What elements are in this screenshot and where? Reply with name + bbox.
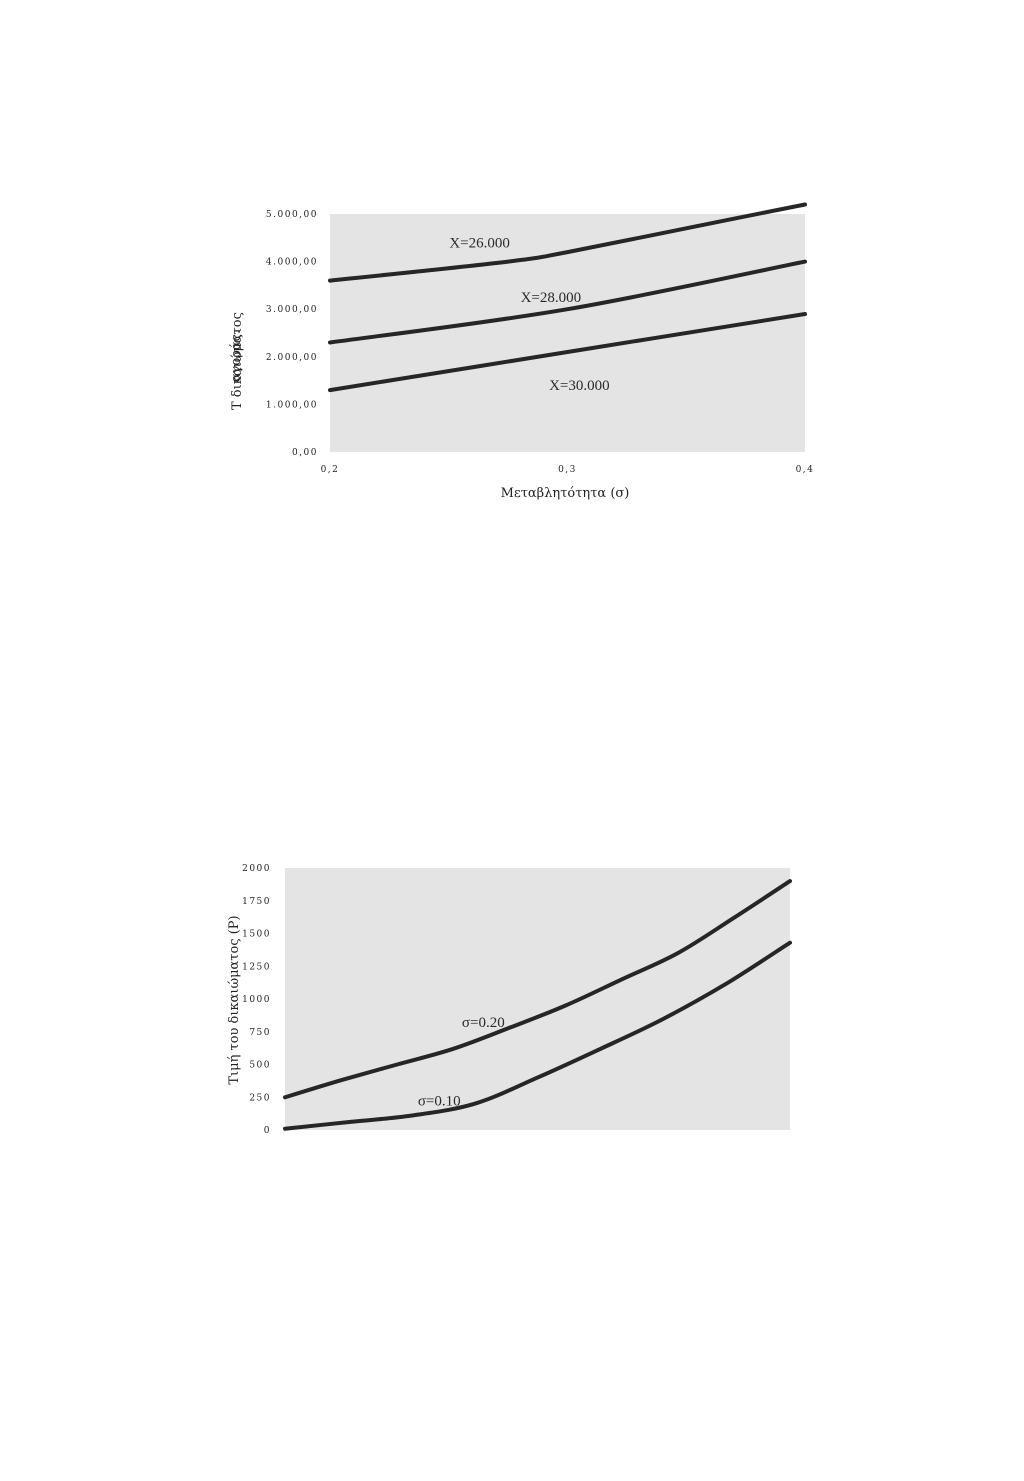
chart-2-series-line-2 <box>283 940 792 1131</box>
chart-2-plot-area <box>285 868 790 1130</box>
chart-2-series-label-2: σ=0.10 <box>418 1094 461 1110</box>
chart-1-y-axis-title-line2: αγοράς. <box>229 330 244 382</box>
chart-2-y-tick-label: 1250 <box>242 962 271 972</box>
chart-1-y-tick-label: 1.000,00 <box>266 400 318 410</box>
chart-2-y-tick-label: 750 <box>249 1028 271 1038</box>
chart-1-series-line-3 <box>328 312 807 393</box>
chart-2-series-labels: σ=0.20 σ=0.10 <box>418 1015 505 1110</box>
chart-1-y-ticks: 0,00 1.000,00 2.000,00 3.000,00 4.000,00 5.00… <box>266 210 318 458</box>
chart-1: 0,00 1.000,00 2.000,00 3.000,00 4.000,00 5.00… <box>229 202 815 501</box>
chart-1-y-tick-label: 3.000,00 <box>266 305 318 315</box>
chart-1-y-tick-label: 4.000,00 <box>266 258 318 268</box>
chart-1-x-tick-label: 0,4 <box>796 465 815 475</box>
chart-1-x-tick-label: 0,3 <box>558 465 577 475</box>
chart-2-series <box>283 879 792 1131</box>
chart-1-series-labels: X=26.000 X=28.000 X=30.000 <box>449 235 609 394</box>
chart-1-x-axis-title: Μεταβλητότητα (σ) <box>501 486 630 501</box>
chart-2-y-tick-label: 500 <box>249 1061 271 1071</box>
chart-1-x-tick-label: 0,2 <box>321 465 340 475</box>
chart-2-y-tick-label: 0 <box>264 1126 271 1136</box>
chart-1-series-line-2 <box>328 259 807 345</box>
chart-2-y-tick-label: 2000 <box>242 864 271 874</box>
chart-2-series-line-1 <box>283 879 792 1100</box>
chart-2-series-label-1: σ=0.20 <box>462 1015 505 1031</box>
chart-1-series-label-3: X=30.000 <box>549 378 610 394</box>
chart-2-y-tick-label: 250 <box>249 1093 271 1103</box>
chart-2-y-tick-label: 1500 <box>242 930 271 940</box>
chart-1-y-tick-label: 5.000,00 <box>266 210 318 220</box>
chart-1-y-axis-title-line1: Τ δικαιώματος <box>230 312 245 410</box>
chart-1-x-ticks: 0,2 0,3 0,4 <box>321 465 815 475</box>
chart-2-y-ticks: 0 250 500 750 1000 1250 1500 1750 2000 <box>242 864 271 1136</box>
chart-1-y-tick-label: 2.000,00 <box>266 353 318 363</box>
chart-2-y-tick-label: 1000 <box>242 995 271 1005</box>
chart-1-series-line-1 <box>328 202 807 283</box>
chart-1-y-tick-label: 0,00 <box>292 448 318 458</box>
chart-2-y-axis-title: Τιμή του δικαιώματος (P) <box>227 915 242 1084</box>
chart-2-y-tick-label: 1750 <box>242 897 271 907</box>
chart-1-series <box>328 202 807 393</box>
chart-1-series-label-1: X=26.000 <box>449 235 510 251</box>
chart-1-series-label-2: X=28.000 <box>521 290 582 306</box>
